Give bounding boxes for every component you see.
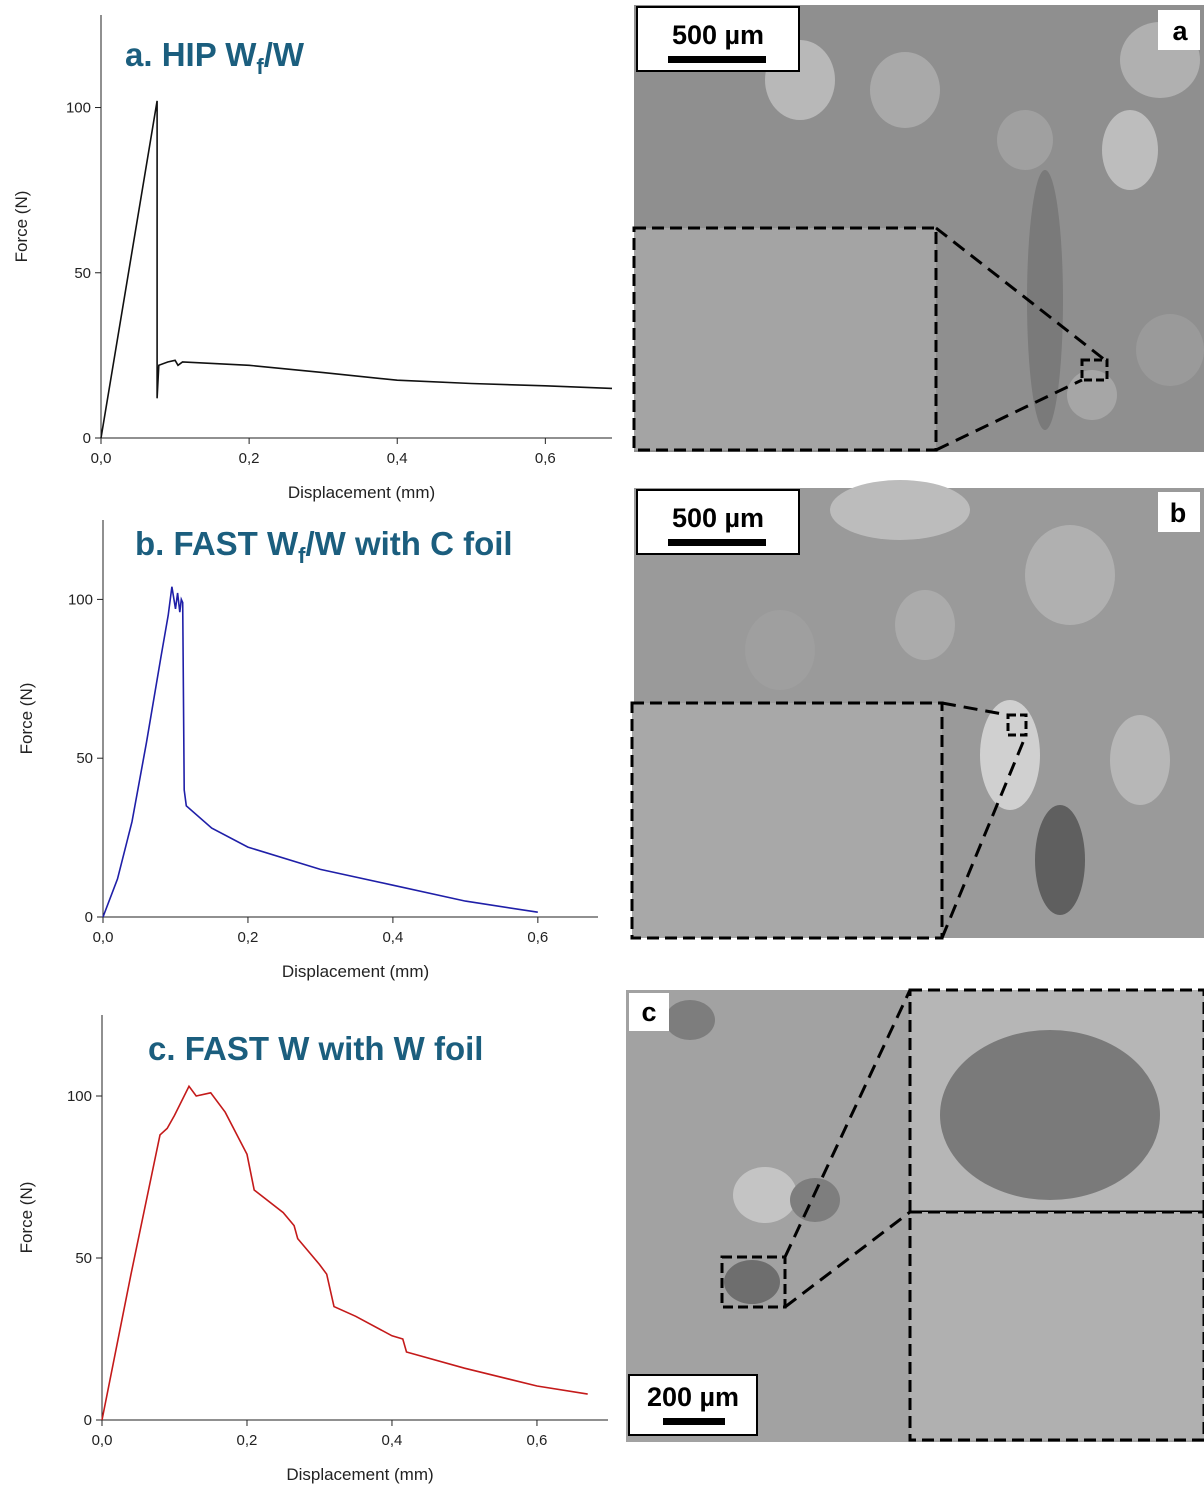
title-part: b. FAST W — [135, 525, 299, 562]
data-line — [102, 1086, 588, 1420]
scale-bar-label: 500 µm — [672, 503, 764, 533]
scale-bar-label: 500 µm — [672, 20, 764, 50]
y-axis-label: Force (N) — [17, 1182, 36, 1254]
panel-label: c — [641, 997, 656, 1027]
y-tick-label: 0 — [85, 909, 93, 926]
x-tick-label: 0,4 — [382, 929, 403, 946]
y-axis-label: Force (N) — [17, 683, 36, 755]
x-tick-label: 0,2 — [239, 450, 260, 467]
y-tick-label: 100 — [68, 591, 93, 608]
chart-title: a. HIP Wf/W — [125, 36, 305, 79]
y-tick-label: 0 — [83, 430, 91, 447]
x-tick-label: 0,0 — [91, 450, 112, 467]
data-line — [103, 587, 538, 917]
x-axis-label: Displacement (mm) — [282, 962, 429, 981]
y-tick-label: 50 — [74, 265, 91, 282]
x-axis-label: Displacement (mm) — [288, 483, 435, 502]
data-line — [101, 101, 612, 438]
chart-title: b. FAST Wf/W with C foil — [135, 525, 513, 568]
y-tick-label: 50 — [76, 750, 93, 767]
y-axis-label: Force (N) — [12, 191, 31, 263]
title-part: /W with C foil — [305, 525, 512, 562]
x-tick-label: 0,2 — [238, 929, 259, 946]
x-tick-label: 0,0 — [93, 929, 114, 946]
y-tick-label: 0 — [84, 1412, 92, 1429]
sem-image-b — [632, 480, 1204, 938]
x-tick-label: 0,4 — [382, 1432, 403, 1449]
title-part: a. HIP W — [125, 36, 257, 73]
figure: 500 µm a 500 µm b c 200 µm 0 50 100 0,0 0,2 0… — [0, 0, 1204, 1490]
x-tick-label: 0,4 — [387, 450, 408, 467]
chart-title: c. FAST W with W foil — [148, 1030, 483, 1067]
x-tick-label: 0,6 — [535, 450, 556, 467]
x-tick-label: 0,6 — [527, 1432, 548, 1449]
x-tick-label: 0,2 — [237, 1432, 258, 1449]
x-tick-label: 0,6 — [527, 929, 548, 946]
sem-image-a — [634, 5, 1204, 452]
x-axis-label: Displacement (mm) — [286, 1465, 433, 1484]
panel-label: b — [1170, 498, 1187, 528]
y-tick-label: 50 — [75, 1250, 92, 1267]
y-tick-label: 100 — [66, 100, 91, 117]
y-tick-label: 100 — [67, 1088, 92, 1105]
x-tick-label: 0,0 — [92, 1432, 113, 1449]
panel-label: a — [1172, 16, 1188, 46]
title-part: /W — [264, 36, 305, 73]
sem-image-c — [626, 990, 1204, 1442]
scale-bar-label: 200 µm — [647, 1382, 739, 1412]
title-part: c. FAST W with W foil — [148, 1030, 483, 1067]
